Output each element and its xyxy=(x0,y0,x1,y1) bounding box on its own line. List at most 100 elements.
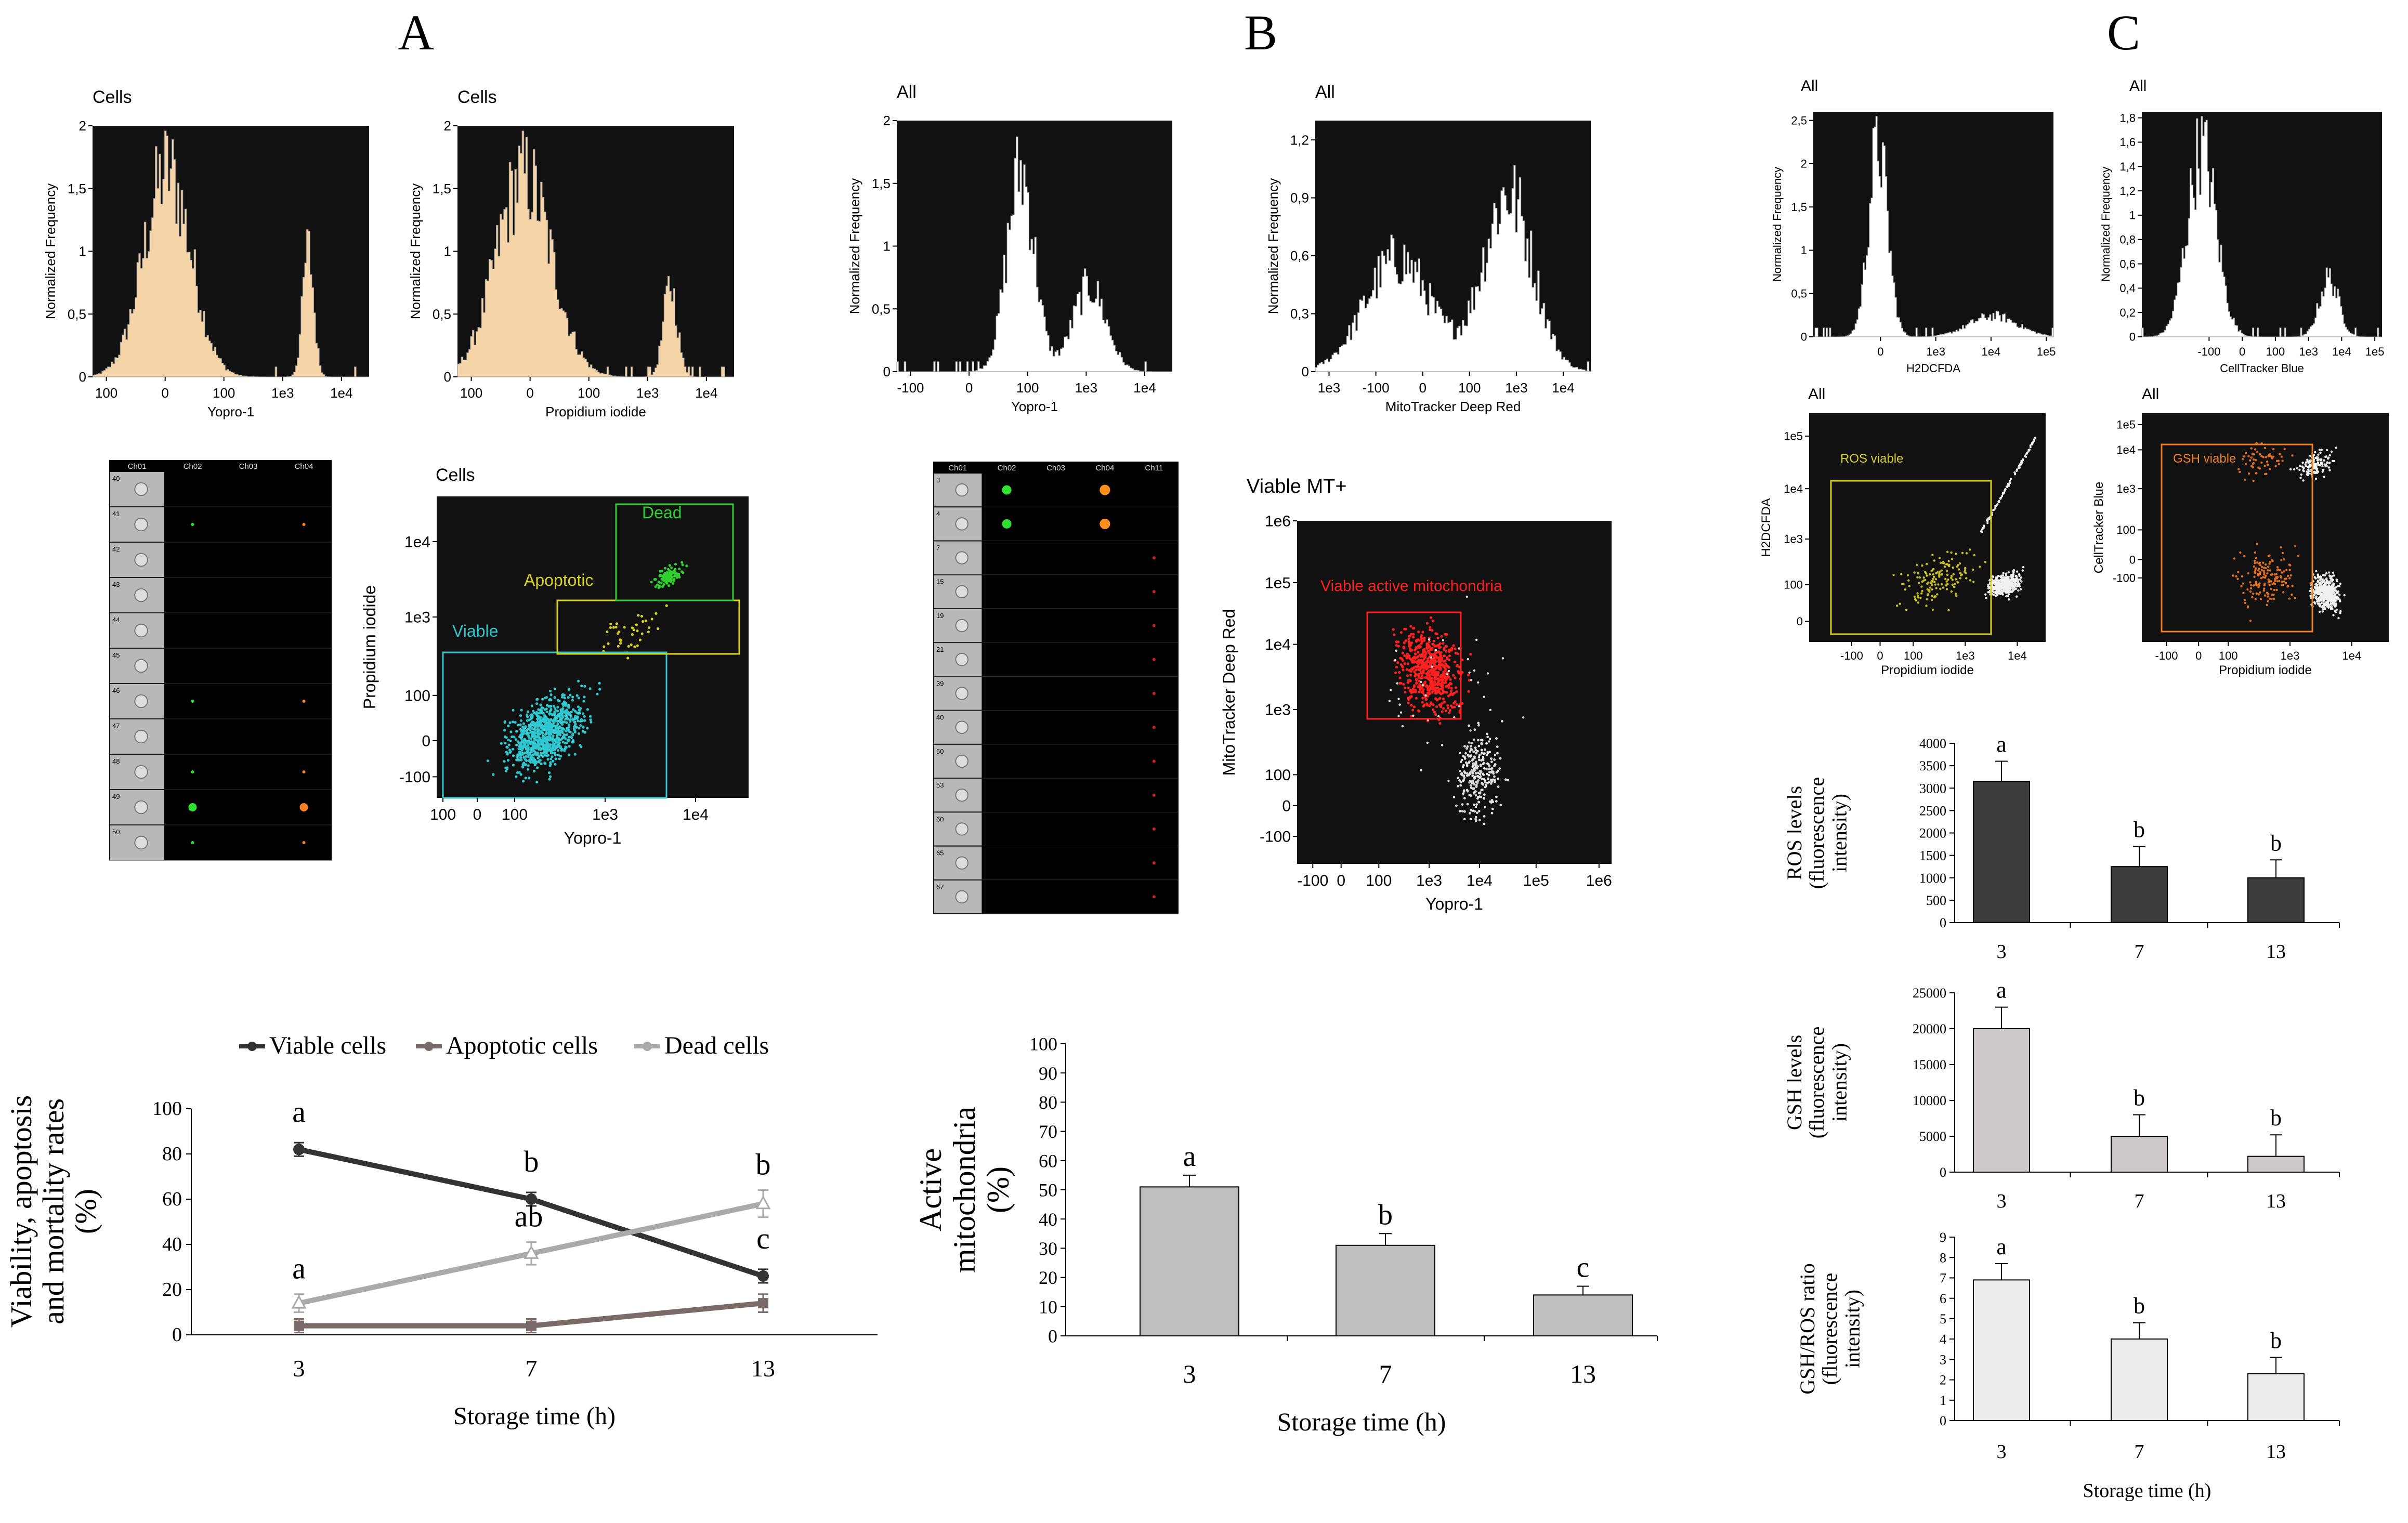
scatter-point-other xyxy=(1485,772,1488,776)
scatter-point-viable xyxy=(573,720,577,724)
scatter-point-other xyxy=(2006,589,2008,592)
scatter-point-other xyxy=(1468,671,1471,674)
scatter-point-other xyxy=(1474,749,1477,752)
scatter-point-gsh-viable xyxy=(2255,592,2258,595)
scatter-point-viable xyxy=(524,758,527,761)
scatter-point-active-mito xyxy=(1440,635,1443,638)
scatter-point-other xyxy=(1478,754,1481,756)
mito-bar-chart-y-tick-label: 10 xyxy=(1039,1296,1057,1317)
scatter-point-active-mito xyxy=(1450,647,1454,650)
scatter-point-gsh-viable xyxy=(2262,566,2266,569)
image-strip-fluorescence-spot xyxy=(1002,519,1012,529)
histogram-x-tick-label: 100 xyxy=(95,385,117,401)
scatter-point-apoptotic xyxy=(647,631,650,634)
scatter-point-other xyxy=(2327,571,2331,574)
scatter-point-other xyxy=(2343,594,2346,597)
scatter-point-other xyxy=(2318,449,2321,451)
image-strip-fluorescence-spot xyxy=(191,770,194,773)
line-chart-x-tick-label: 3 xyxy=(293,1355,305,1382)
scatter-point-viable xyxy=(543,762,546,765)
mito-bar-chart-y-tick-label: 50 xyxy=(1039,1180,1057,1201)
scatter-point-ros-viable xyxy=(1907,579,1910,582)
gate-label-gsh-viable: GSH viable xyxy=(2173,452,2236,466)
ros-bar-chart-x-tick-label: 3 xyxy=(1997,941,2007,963)
scatter-point-apoptotic xyxy=(632,628,635,632)
scatter-point-other xyxy=(2317,573,2320,576)
scatter-point-gsh-viable xyxy=(2281,552,2284,555)
scatter-point-viable xyxy=(516,758,519,762)
scatter-point-gsh-viable xyxy=(2279,575,2282,577)
scatter-point-other xyxy=(2325,581,2328,584)
scatter-point-other xyxy=(1476,811,1478,814)
scatter-point-viable xyxy=(579,744,582,747)
scatter-point-other xyxy=(1457,777,1460,780)
scatter-point-other xyxy=(1461,803,1464,806)
scatter-point-gsh-viable xyxy=(2252,458,2255,461)
scatter-point-ros-viable xyxy=(1947,560,1950,562)
histogram-x-tick-label: 100 xyxy=(2266,345,2285,358)
scatter-point-viable xyxy=(511,747,515,751)
scatter-point-dead xyxy=(668,564,671,567)
scatter-point-viable xyxy=(558,757,561,760)
image-strip-cell-image xyxy=(134,835,148,850)
scatter-point-apoptotic xyxy=(614,625,618,628)
histogram-y-tick-label: 0,2 xyxy=(2119,306,2136,319)
scatter-point-active-mito xyxy=(1441,710,1444,713)
scatter-point-viable xyxy=(551,755,554,758)
scatter-point-other xyxy=(2323,606,2325,609)
scatter-point-apoptotic xyxy=(609,626,612,629)
scatter-point-active-mito xyxy=(1449,678,1452,681)
scatter-point-viable xyxy=(561,720,565,724)
image-strip-fluorescence-spot xyxy=(302,523,306,526)
scatter-point-viable xyxy=(529,742,532,745)
scatter-y-tick-label: 100 xyxy=(1784,579,1803,592)
scatter-point-active-mito xyxy=(1440,685,1443,688)
histogram-x-tick-label: 0 xyxy=(526,385,533,401)
scatter-point-viable xyxy=(548,744,552,747)
scatter-point-gsh-viable xyxy=(2279,569,2282,571)
scatter-point-ros-viable xyxy=(1929,586,1931,589)
scatter-point-other xyxy=(1475,760,1477,764)
histogram-y-label: Normalized Frequency xyxy=(847,178,862,314)
ratio-bar-chart-y-tick-label: 1 xyxy=(1940,1393,1946,1408)
scatter-point-ros-viable xyxy=(1928,573,1931,576)
image-strip-fluorescence-spot xyxy=(302,841,306,844)
image-strip-cell-image xyxy=(955,890,969,904)
scatter-point-gsh-viable xyxy=(2276,580,2279,583)
scatter-point-active-mito xyxy=(1428,640,1431,643)
scatter-point-other xyxy=(1431,665,1433,668)
scatter-point-viable xyxy=(565,715,568,718)
ros-bar-chart-y-tick-label: 0 xyxy=(1940,915,1946,930)
scatter-point-other xyxy=(1437,715,1440,718)
scatter-point-other xyxy=(2315,583,2318,585)
legend-marker xyxy=(643,1042,652,1051)
scatter-point-active-mito xyxy=(1447,676,1450,679)
scatter-point-gsh-viable xyxy=(2289,574,2292,577)
scatter-x-tick-label: 1e4 xyxy=(1467,872,1493,889)
scatter-point-active-mito xyxy=(1402,682,1405,686)
mito-bar-chart-y-tick-label: 0 xyxy=(1048,1326,1057,1347)
scatter-point-gsh-viable xyxy=(2257,573,2260,576)
scatter-point-other xyxy=(1483,778,1486,781)
scatter-point-viable xyxy=(554,707,557,710)
image-strip-cell-image xyxy=(134,553,148,567)
scatter-point-ros-viable xyxy=(1917,572,1919,575)
scatter-point-gsh-viable xyxy=(2294,545,2297,547)
scatter-point-viable xyxy=(565,729,568,732)
scatter-point-other xyxy=(2317,453,2320,456)
scatter-point-viable xyxy=(506,746,509,749)
scatter-point-other xyxy=(1489,782,1493,785)
scatter-point-other xyxy=(2007,575,2010,579)
scatter-point-viable xyxy=(582,726,585,729)
scatter-point-gsh-viable xyxy=(2263,576,2267,579)
scatter-point-other xyxy=(1475,781,1478,783)
scatter-point-other xyxy=(2312,458,2315,461)
scatter-x-label: Propidium iodide xyxy=(1881,663,1974,677)
scatter-point-active-mito xyxy=(1418,674,1421,677)
mito-bar-chart-bar xyxy=(1533,1294,1633,1337)
scatter-point-gsh-viable xyxy=(2239,470,2241,474)
scatter-point-viable xyxy=(545,711,548,714)
scatter-point-gsh-viable xyxy=(2250,584,2253,587)
scatter-point-other xyxy=(1477,771,1480,774)
scatter-point-other xyxy=(2339,610,2342,613)
